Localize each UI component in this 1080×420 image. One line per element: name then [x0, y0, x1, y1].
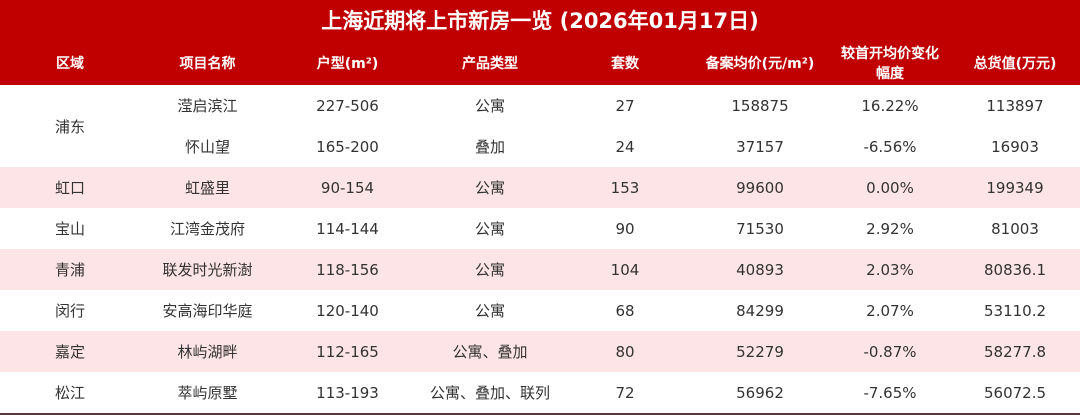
header-row: 区域 项目名称 户型(m²) 产品类型 套数 备案均价(元/m²) 较首开均价变化幅度 总货值… [0, 42, 1080, 85]
cell-price: 99600 [690, 167, 830, 208]
cell-change: 0.00% [830, 167, 950, 208]
cell-units: 80 [560, 331, 690, 372]
cell-type: 公寓 [474, 302, 505, 320]
cell-price: 52279 [690, 331, 830, 372]
cell-size: 120-140 [316, 301, 379, 320]
table-row: 怀山望 165-200 叠加 24 37157 -6.56% 16903 [0, 126, 1080, 167]
cell-units: 72 [615, 383, 635, 402]
cell-change: 16.22% [861, 96, 919, 115]
cell-total: 80836.1 [950, 249, 1080, 290]
cell-type: 公寓 [420, 167, 560, 208]
column-header: 区域 [0, 42, 140, 85]
cell-units: 68 [615, 301, 635, 320]
cell-total: 81003 [991, 219, 1039, 238]
cell-change: 2.92% [866, 219, 914, 238]
cell-total: 199349 [950, 167, 1080, 208]
cell-units: 153 [560, 167, 690, 208]
table-row: 青浦 联发时光新澍 118-156 公寓 104 40893 2.03% 80836.1 [0, 249, 1080, 290]
cell-name: 林屿湖畔 [140, 331, 275, 372]
cell-total: 113897 [986, 96, 1044, 115]
cell-price: 37157 [736, 137, 784, 156]
cell-name: 滢启滨江 [177, 97, 238, 115]
cell-size: 118-156 [275, 249, 420, 290]
column-header: 备案均价(元/m²) [690, 42, 830, 85]
cell-units: 24 [615, 137, 635, 156]
cell-type: 叠加 [474, 138, 505, 156]
housing-table: 区域 项目名称 户型(m²) 产品类型 套数 备案均价(元/m²) 较首开均价变化幅度 总货值… [0, 42, 1080, 413]
cell-region: 嘉定 [0, 331, 140, 372]
page-title: 上海近期将上市新房一览 (2026年01月17日) [0, 0, 1080, 42]
column-header: 总货值(万元) [950, 42, 1080, 85]
cell-region: 闵行 [55, 302, 86, 320]
cell-region: 宝山 [55, 220, 86, 238]
column-header: 套数 [560, 42, 690, 85]
bottom-border [0, 413, 1080, 415]
table-row: 闵行 安高海印华庭 120-140 公寓 68 84299 2.07% 53110.2 [0, 290, 1080, 331]
cell-type: 公寓 [420, 249, 560, 290]
cell-size: 112-165 [275, 331, 420, 372]
cell-name: 怀山望 [184, 138, 230, 156]
column-header: 户型(m²) [275, 42, 420, 85]
table-row: 嘉定 林屿湖畔 112-165 公寓、叠加 80 52279 -0.87% 58277.8 [0, 331, 1080, 372]
cell-size: 114-144 [316, 219, 379, 238]
cell-region: 松江 [55, 384, 86, 402]
cell-price: 84299 [736, 301, 784, 320]
cell-total: 58277.8 [950, 331, 1080, 372]
table-row: 虹口 虹盛里 90-154 公寓 153 99600 0.00% 199349 [0, 167, 1080, 208]
cell-total: 53110.2 [983, 301, 1047, 320]
cell-price: 40893 [690, 249, 830, 290]
cell-type: 公寓 [474, 220, 505, 238]
cell-size: 113-193 [316, 383, 379, 402]
cell-change: 2.07% [866, 301, 914, 320]
cell-name: 江湾金茂府 [169, 220, 245, 238]
cell-size: 90-154 [275, 167, 420, 208]
cell-price: 56962 [736, 383, 784, 402]
cell-type: 公寓、叠加、联列 [429, 384, 550, 402]
cell-type: 公寓、叠加 [420, 331, 560, 372]
cell-region: 虹口 [0, 167, 140, 208]
cell-units: 90 [615, 219, 635, 238]
cell-name: 安高海印华庭 [162, 302, 253, 320]
cell-size: 165-200 [316, 137, 379, 156]
column-header: 较首开均价变化幅度 [830, 42, 950, 85]
cell-change: -7.65% [863, 383, 917, 402]
cell-size: 227-506 [316, 96, 379, 115]
table-row: 浦东 滢启滨江 227-506 公寓 27 158875 16.22% 113897 [0, 85, 1080, 136]
cell-region: 青浦 [0, 249, 140, 290]
cell-region: 浦东 [55, 117, 86, 136]
table-row: 宝山 江湾金茂府 114-144 公寓 90 71530 2.92% 81003 [0, 208, 1080, 249]
cell-price: 71530 [736, 219, 784, 238]
cell-units: 27 [615, 96, 635, 115]
cell-price: 158875 [731, 96, 789, 115]
cell-name: 虹盛里 [140, 167, 275, 208]
cell-total: 56072.5 [983, 383, 1047, 402]
cell-change: -0.87% [830, 331, 950, 372]
cell-units: 104 [560, 249, 690, 290]
table-row: 松江 萃屿原墅 113-193 公寓、叠加、联列 72 56962 -7.65% 56072.… [0, 372, 1080, 413]
cell-name: 联发时光新澍 [140, 249, 275, 290]
cell-change: 2.03% [830, 249, 950, 290]
column-header: 产品类型 [420, 42, 560, 85]
cell-name: 萃屿原墅 [177, 384, 238, 402]
cell-total: 16903 [991, 137, 1039, 156]
cell-change: -6.56% [863, 137, 917, 156]
cell-type: 公寓 [474, 97, 505, 115]
column-header: 项目名称 [140, 42, 275, 85]
